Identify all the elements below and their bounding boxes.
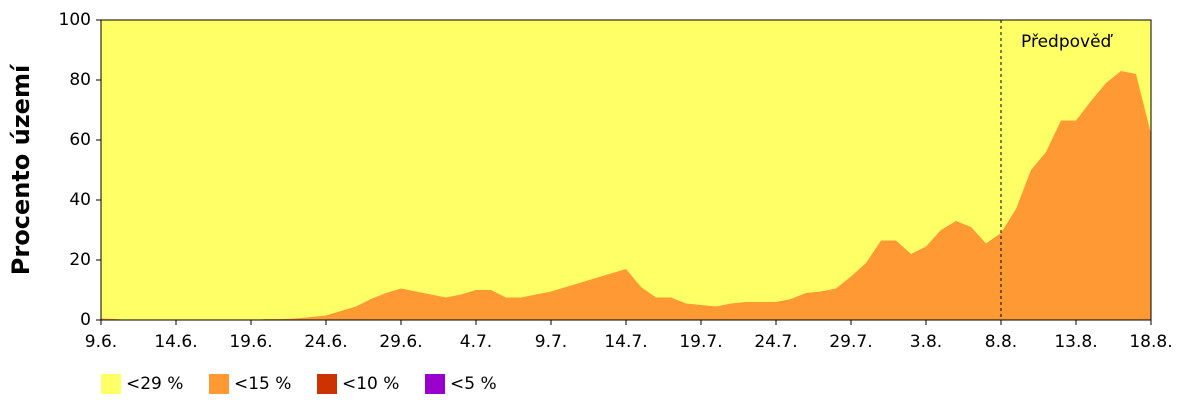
x-tick-label: 24.6. bbox=[304, 332, 347, 352]
legend-swatch bbox=[101, 374, 121, 394]
legend-label: <15 % bbox=[234, 374, 291, 394]
legend-swatch bbox=[425, 374, 445, 394]
x-tick-label: 3.8. bbox=[910, 332, 942, 352]
x-tick-label: 19.7. bbox=[679, 332, 722, 352]
y-tick-label: 20 bbox=[69, 250, 91, 270]
legend-label: <10 % bbox=[342, 374, 399, 394]
y-axis-title: Procento území bbox=[7, 63, 35, 275]
x-tick-label: 14.6. bbox=[154, 332, 197, 352]
x-tick-label: 8.8. bbox=[985, 332, 1017, 352]
y-tick-label: 40 bbox=[69, 190, 91, 210]
x-tick-label: 14.7. bbox=[604, 332, 647, 352]
y-tick-label: 80 bbox=[69, 70, 91, 90]
y-tick-label: 60 bbox=[69, 130, 91, 150]
x-tick-label: 29.7. bbox=[829, 332, 872, 352]
x-tick-label: 18.8. bbox=[1129, 332, 1172, 352]
x-tick-label: 9.6. bbox=[85, 332, 117, 352]
y-tick-label: 0 bbox=[80, 310, 91, 330]
x-tick-label: 9.7. bbox=[535, 332, 567, 352]
legend-swatch bbox=[209, 374, 229, 394]
x-tick-label: 29.6. bbox=[379, 332, 422, 352]
x-tick-label: 19.6. bbox=[229, 332, 272, 352]
area bbox=[101, 71, 1151, 320]
x-tick-label: 24.7. bbox=[754, 332, 797, 352]
legend-label: <29 % bbox=[126, 374, 183, 394]
x-tick-label: 4.7. bbox=[460, 332, 492, 352]
x-tick-label: 13.8. bbox=[1054, 332, 1097, 352]
y-tick-label: 100 bbox=[59, 10, 91, 30]
forecast-label: Předpověď bbox=[1021, 32, 1114, 52]
legend-swatch bbox=[317, 374, 337, 394]
legend-label: <5 % bbox=[450, 374, 497, 394]
